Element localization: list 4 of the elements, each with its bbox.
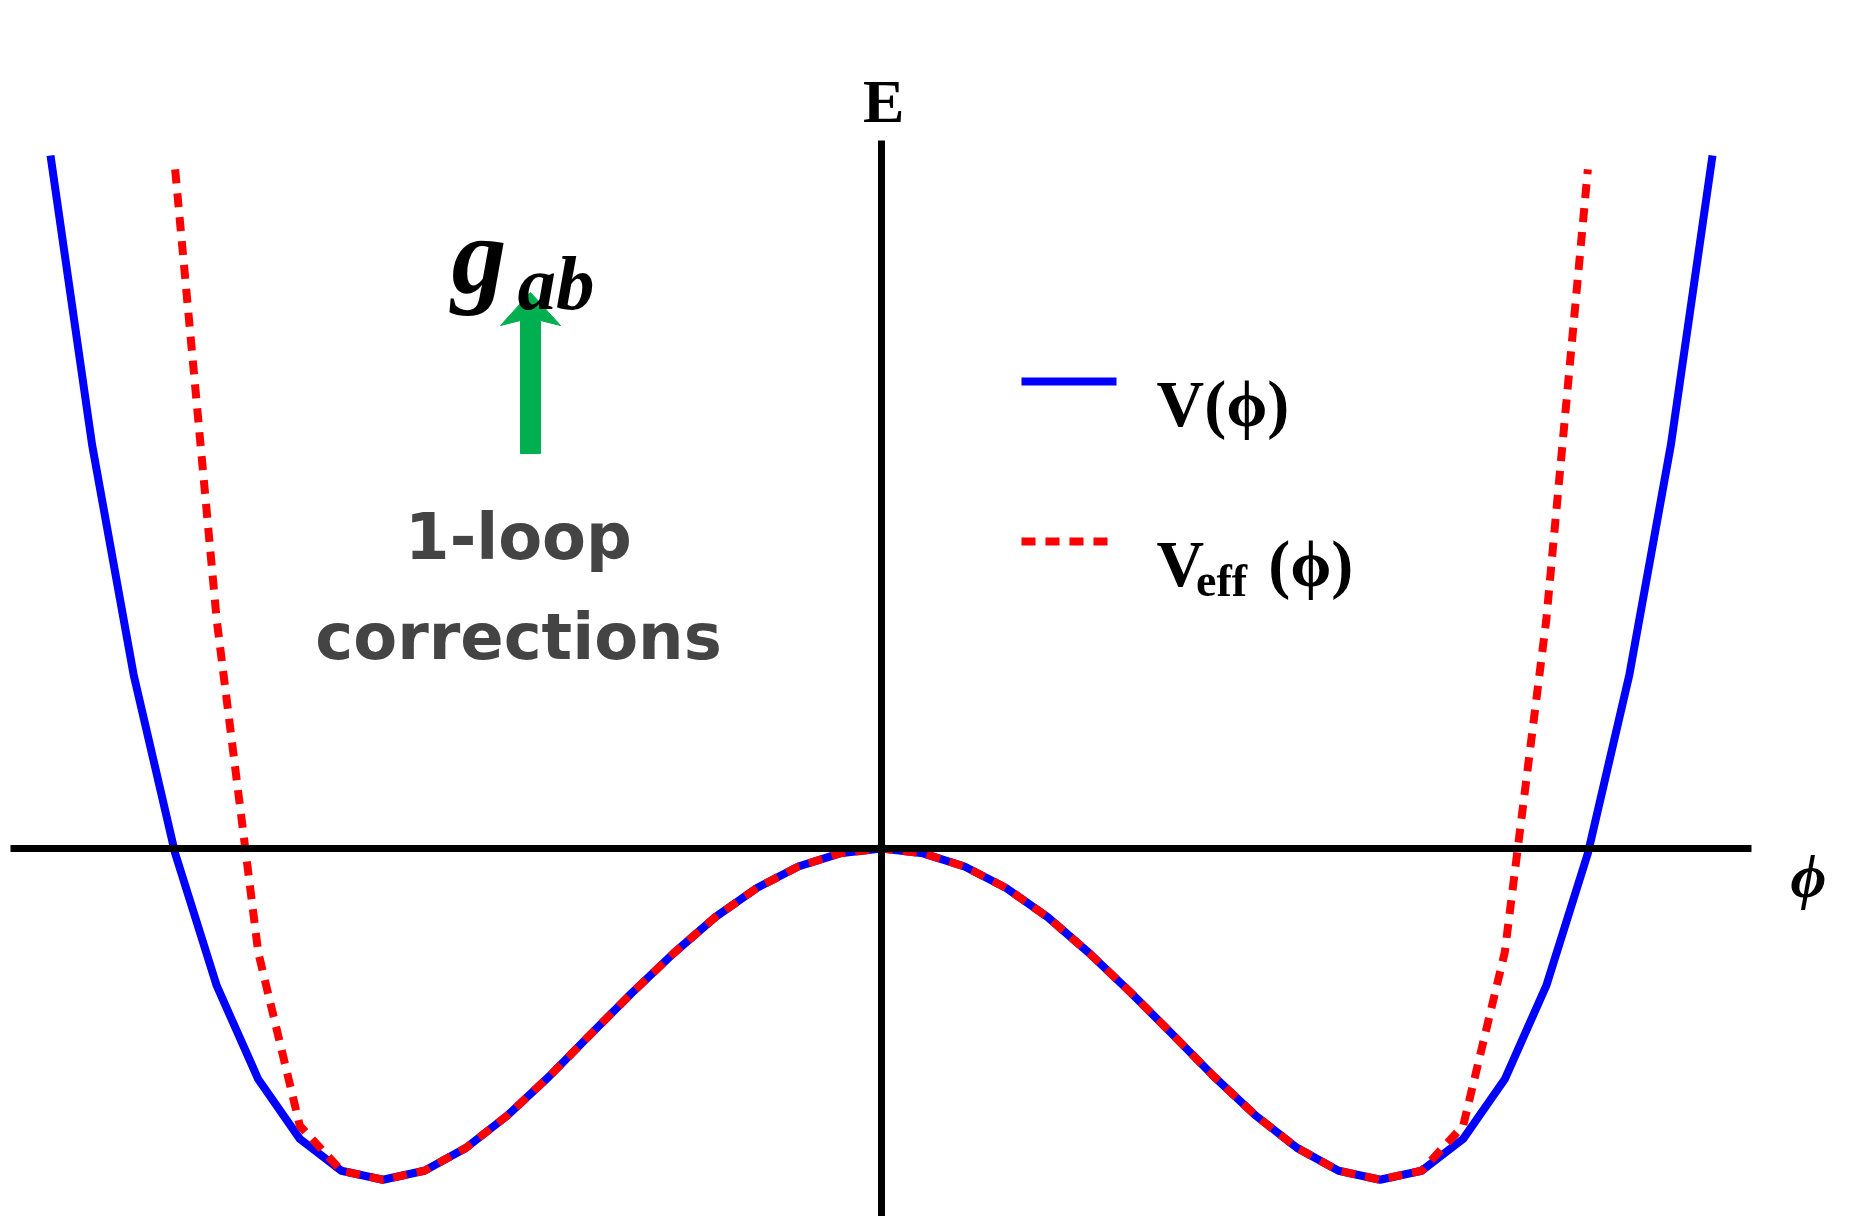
- annotation: 1-loop corrections: [315, 499, 722, 674]
- x-axis-title: ϕ: [1790, 841, 1827, 910]
- legend-label: V(ϕ): [1156, 367, 1290, 441]
- y-axis-title: E: [862, 66, 905, 135]
